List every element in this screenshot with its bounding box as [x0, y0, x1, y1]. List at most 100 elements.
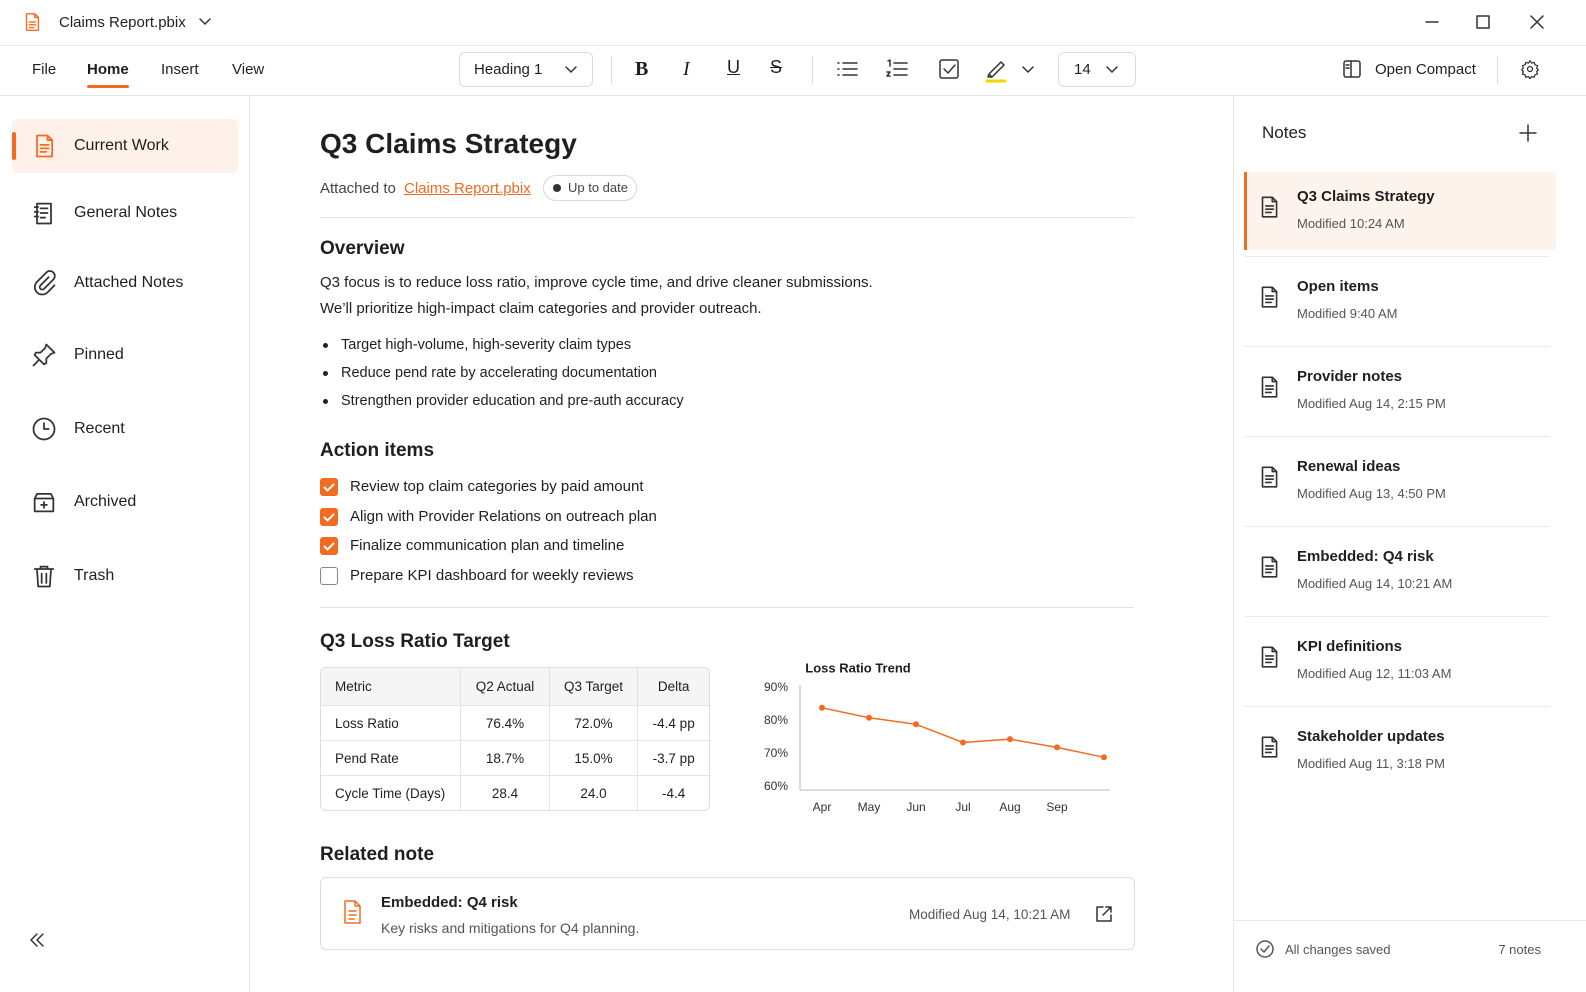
menu-item[interactable]: Insert [161, 61, 199, 78]
attached-file-link[interactable]: Claims Report.pbix [404, 180, 531, 197]
note-item-title[interactable]: Stakeholder updates [1297, 728, 1445, 745]
divider [320, 607, 1134, 608]
menu-item[interactable]: View [232, 61, 265, 78]
point [960, 739, 966, 746]
check-mark [323, 512, 335, 522]
check-mark [323, 483, 335, 492]
sidebar-border [249, 96, 250, 992]
divider [1244, 616, 1550, 617]
style-dropdown[interactable] [459, 52, 593, 87]
paragraph: Q3 focus is to reduce loss ratio, improv… [320, 274, 873, 291]
divider [1244, 256, 1550, 257]
sidebar-item[interactable]: Pinned [74, 346, 124, 363]
point [1007, 736, 1013, 743]
section-heading: Action items [320, 440, 435, 461]
separator [1497, 56, 1498, 84]
status-text: Up to date [568, 180, 628, 195]
italic-button[interactable]: I [683, 58, 690, 80]
table-cell: 24.0 [548, 775, 639, 810]
compact-icon [1343, 60, 1361, 78]
note-icon [1261, 196, 1278, 218]
add-note-button[interactable] [1519, 124, 1537, 142]
close-button[interactable] [1530, 15, 1544, 29]
chart: Loss Ratio Trend 60% 70% 80% 90% Apr May Jun Ju… [764, 660, 1110, 814]
note-item-title[interactable]: Open items [1297, 278, 1379, 295]
table-cell: 72.0% [548, 705, 639, 741]
related-card[interactable] [320, 877, 1135, 950]
note-item-modified: Modified Aug 11, 3:18 PM [1297, 756, 1445, 771]
action-item: Prepare KPI dashboard for weekly reviews [350, 566, 634, 584]
font-size-dropdown[interactable] [1058, 52, 1136, 87]
separator [812, 56, 813, 84]
checkbox[interactable] [320, 478, 338, 496]
action-item: Align with Provider Relations on outreac… [350, 507, 657, 525]
strike-button[interactable]: S [770, 57, 783, 77]
title-dropdown[interactable] [198, 15, 212, 29]
table-cell: -4.4 pp [637, 705, 709, 741]
point [866, 714, 872, 721]
note-item-modified: Modified Aug 12, 11:03 AM [1297, 666, 1452, 681]
table-cell: Cycle Time (Days) [321, 775, 462, 810]
sidebar-active-bg [12, 119, 238, 173]
point [1101, 754, 1107, 761]
note-item-title[interactable]: Q3 Claims Strategy [1297, 188, 1435, 205]
sidebar-item[interactable]: Attached Notes [74, 274, 184, 291]
table-cell: 28.4 [460, 775, 550, 810]
related-description: Key risks and mitigations for Q4 plannin… [381, 920, 640, 936]
sidebar-icon [33, 270, 56, 296]
menu-item[interactable]: File [32, 61, 57, 78]
table-header-row: Metric Q2 Actual Q3 Target Delta [321, 668, 709, 706]
bold-button[interactable]: B [635, 58, 649, 80]
table-cell: 15.0% [548, 740, 639, 776]
numbered-list-button[interactable] [886, 59, 908, 79]
open-compact-button[interactable]: Open Compact [1375, 61, 1476, 78]
sidebar-icon [32, 343, 56, 367]
note-icon [1261, 376, 1278, 398]
table-row: Loss Ratio 76.4% 72.0% -4.4 pp [321, 705, 709, 741]
sidebar-item[interactable]: Archived [74, 493, 137, 510]
note-item-title[interactable]: Embedded: Q4 risk [1297, 548, 1434, 565]
point [819, 704, 825, 711]
column-header: Metric [321, 668, 462, 706]
note-item-title[interactable]: Renewal ideas [1297, 458, 1401, 475]
checkbox[interactable] [320, 566, 338, 585]
note-count: 7 notes [1498, 942, 1541, 957]
underline-button[interactable]: U [727, 57, 740, 77]
note-active-bar [1244, 172, 1247, 250]
note-item-modified: Modified Aug 14, 2:15 PM [1297, 396, 1446, 411]
checkbox[interactable] [320, 507, 338, 526]
chevron [565, 66, 577, 73]
sidebar-item[interactable]: Trash [74, 567, 115, 584]
attached-prefix: Attached to [320, 180, 396, 197]
open-external-button[interactable] [1095, 905, 1113, 923]
bullet-list-button[interactable] [836, 59, 858, 79]
title-bar [0, 0, 1586, 46]
note-item-title[interactable]: KPI definitions [1297, 638, 1402, 655]
highlight-button[interactable] [985, 57, 1009, 83]
checkbox[interactable] [320, 537, 338, 555]
table-cell: -3.7 pp [637, 740, 709, 776]
point [1054, 744, 1060, 751]
table-cell: Pend Rate [321, 740, 462, 776]
divider [1244, 436, 1550, 437]
maximize-button[interactable] [1476, 15, 1490, 29]
sidebar-icon [32, 417, 56, 441]
sidebar-icon [33, 202, 52, 225]
section-heading: Related note [320, 844, 435, 865]
menu-item[interactable]: Home [87, 61, 129, 78]
y-tick-label: 60% [764, 779, 788, 793]
sidebar-item[interactable]: Recent [74, 420, 125, 437]
sidebar-item[interactable]: Current Work [74, 137, 169, 154]
highlight-dropdown[interactable] [1021, 63, 1035, 77]
collapse-button[interactable] [28, 931, 46, 949]
related-modified: Modified Aug 14, 10:21 AM [909, 907, 1071, 922]
checklist-button[interactable] [938, 58, 960, 80]
sidebar-item[interactable]: General Notes [74, 204, 178, 221]
settings-button[interactable] [1520, 59, 1540, 79]
bullet-item: Reduce pend rate by accelerating documen… [341, 365, 657, 381]
minimize-button[interactable] [1424, 14, 1440, 30]
separator [611, 56, 612, 84]
note-item-title[interactable]: Provider notes [1297, 368, 1403, 385]
related-icon [344, 900, 361, 924]
